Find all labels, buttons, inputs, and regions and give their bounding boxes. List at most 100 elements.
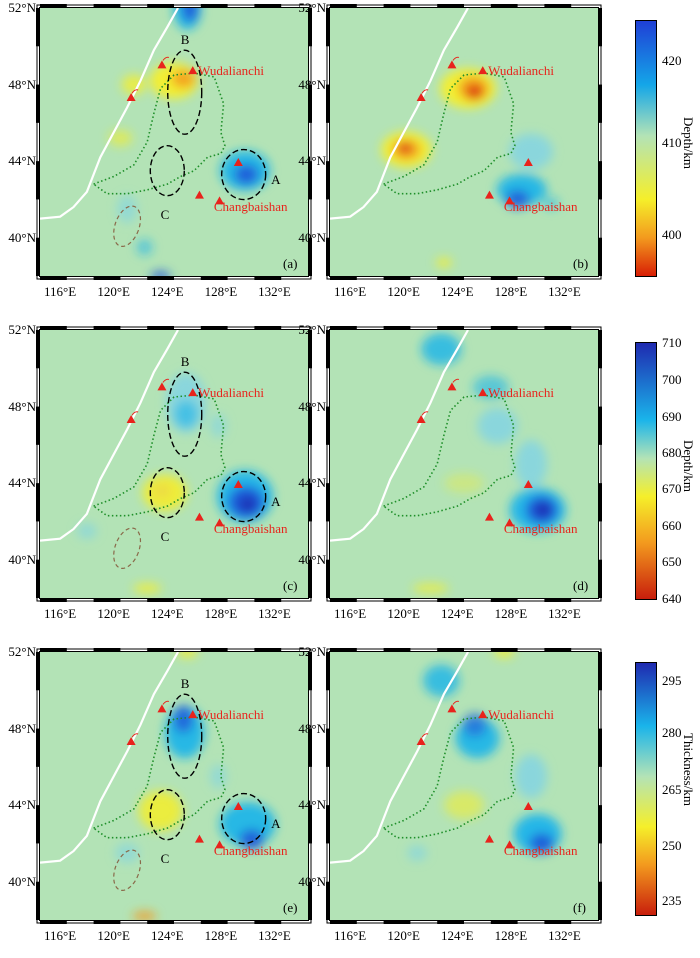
anomaly-blob: [132, 911, 157, 920]
longitude-label: 116°E: [334, 928, 367, 943]
latitude-label: 44°N: [8, 153, 36, 169]
longitude-label: 120°E: [387, 928, 420, 943]
colorbar-2: [635, 342, 657, 600]
longitude-label: 132°E: [258, 606, 291, 621]
latitude-label: 44°N: [8, 475, 36, 491]
longitude-label: 116°E: [334, 284, 367, 299]
white-boundary-line: [330, 8, 469, 220]
latitude-label: 52°N: [8, 0, 36, 15]
latitude-label: 52°N: [8, 644, 36, 659]
anomaly-blob: [435, 257, 452, 268]
latitude-label: 44°N: [8, 797, 36, 813]
colorbar-3: [635, 662, 657, 916]
region-label-a: A: [271, 494, 281, 510]
latitude-label: 44°N: [298, 797, 326, 813]
region-outline: [149, 145, 186, 197]
longitude-label: 132°E: [548, 606, 581, 621]
anomaly-blob: [423, 664, 460, 697]
anomaly-field: [108, 8, 271, 276]
anomaly-blob: [515, 754, 547, 799]
volcano-name-changbaishan: Changbaishan: [213, 521, 288, 537]
latitude-label: 48°N: [298, 398, 326, 414]
map-panel: [330, 652, 598, 920]
region-label-a: A: [271, 172, 281, 188]
volcano-name-wudalianchi: Wudalianchi: [198, 63, 265, 79]
volcano-icon: [194, 512, 204, 521]
anomaly-blob: [136, 239, 153, 256]
colorbar-3-tick: 250: [662, 838, 682, 853]
colorbar-2-tick: 670: [662, 481, 682, 496]
volcano-name-changbaishan: Changbaishan: [503, 521, 578, 537]
colorbar-2-tick: 650: [662, 554, 682, 569]
anomaly-blob: [150, 271, 171, 276]
anomaly-blob: [477, 407, 518, 444]
region-label-c: C: [160, 851, 170, 867]
anomaly-field: [412, 333, 566, 594]
anomaly-blob: [173, 705, 194, 733]
colorbar-1-tick: 420: [662, 53, 682, 68]
colorbar-2-tick: 710: [662, 335, 682, 350]
longitude-label: 120°E: [97, 606, 130, 621]
colorbar-2-tick: 680: [662, 445, 682, 460]
colorbar-2-title: Depth/km: [681, 440, 696, 492]
volcano-name-wudalianchi: Wudalianchi: [198, 707, 265, 723]
longitude-label: 124°E: [440, 606, 474, 621]
longitude-label: 132°E: [258, 928, 291, 943]
longitude-label: 124°E: [150, 928, 184, 943]
anomaly-field: [115, 652, 276, 920]
anomaly-blob: [515, 440, 547, 488]
longitude-label: 132°E: [258, 284, 291, 299]
latitude-label: 52°N: [298, 644, 326, 659]
smoke-icon: [162, 700, 170, 705]
latitude-label: 40°N: [298, 873, 326, 889]
latitude-label: 52°N: [298, 322, 326, 337]
colorbar-3-tick: 235: [662, 893, 682, 908]
volcano-icon: [523, 802, 533, 811]
smoke-icon: [162, 56, 170, 61]
map-panel: [330, 330, 598, 598]
region-label-a: A: [271, 816, 281, 832]
anomaly-blob: [138, 790, 183, 831]
panel-label: (b): [573, 256, 589, 271]
smoke-icon: [162, 378, 170, 383]
colorbar-1: [635, 20, 657, 277]
volcano-icon: [484, 190, 494, 199]
anomaly-blob: [76, 523, 97, 539]
longitude-label: 116°E: [334, 606, 367, 621]
map-svg: [40, 652, 276, 920]
anomaly-field: [381, 68, 560, 268]
volcano-icon: [447, 382, 457, 391]
anomaly-blob: [421, 333, 462, 366]
volcano-icon: [484, 512, 494, 521]
anomaly-blob: [151, 482, 172, 499]
volcano-name-changbaishan: Changbaishan: [213, 199, 288, 215]
map-panel: [40, 8, 308, 276]
panel-label: (f): [573, 900, 586, 915]
anomaly-blob: [177, 652, 198, 658]
volcano-icon: [194, 834, 204, 843]
colorbar-2-tick: 640: [662, 591, 682, 606]
region-label-c: C: [160, 529, 170, 545]
colorbar-1-title: Depth/km: [681, 117, 696, 169]
longitude-label: 120°E: [387, 606, 420, 621]
map-svg: [330, 8, 560, 268]
longitude-label: 128°E: [494, 284, 528, 299]
volcano-icon: [478, 66, 488, 75]
longitude-label: 116°E: [44, 928, 77, 943]
anomaly-blob: [210, 413, 227, 438]
white-boundary-line: [40, 652, 179, 864]
anomaly-blob: [108, 130, 133, 147]
colorbar-3-tick: 280: [662, 725, 682, 740]
volcano-name-wudalianchi: Wudalianchi: [198, 385, 265, 401]
latitude-label: 48°N: [8, 76, 36, 92]
region-label-b: B: [180, 676, 190, 692]
anomaly-blob: [412, 583, 449, 594]
anomaly-blob: [466, 85, 483, 100]
region-label-b: B: [180, 32, 190, 48]
longitude-label: 128°E: [204, 928, 238, 943]
anomaly-blob: [133, 583, 162, 594]
anomaly-blob: [174, 400, 199, 429]
colorbar-3-title: Thickness/km: [681, 733, 696, 806]
volcano-icon: [447, 704, 457, 713]
longitude-label: 120°E: [97, 928, 130, 943]
